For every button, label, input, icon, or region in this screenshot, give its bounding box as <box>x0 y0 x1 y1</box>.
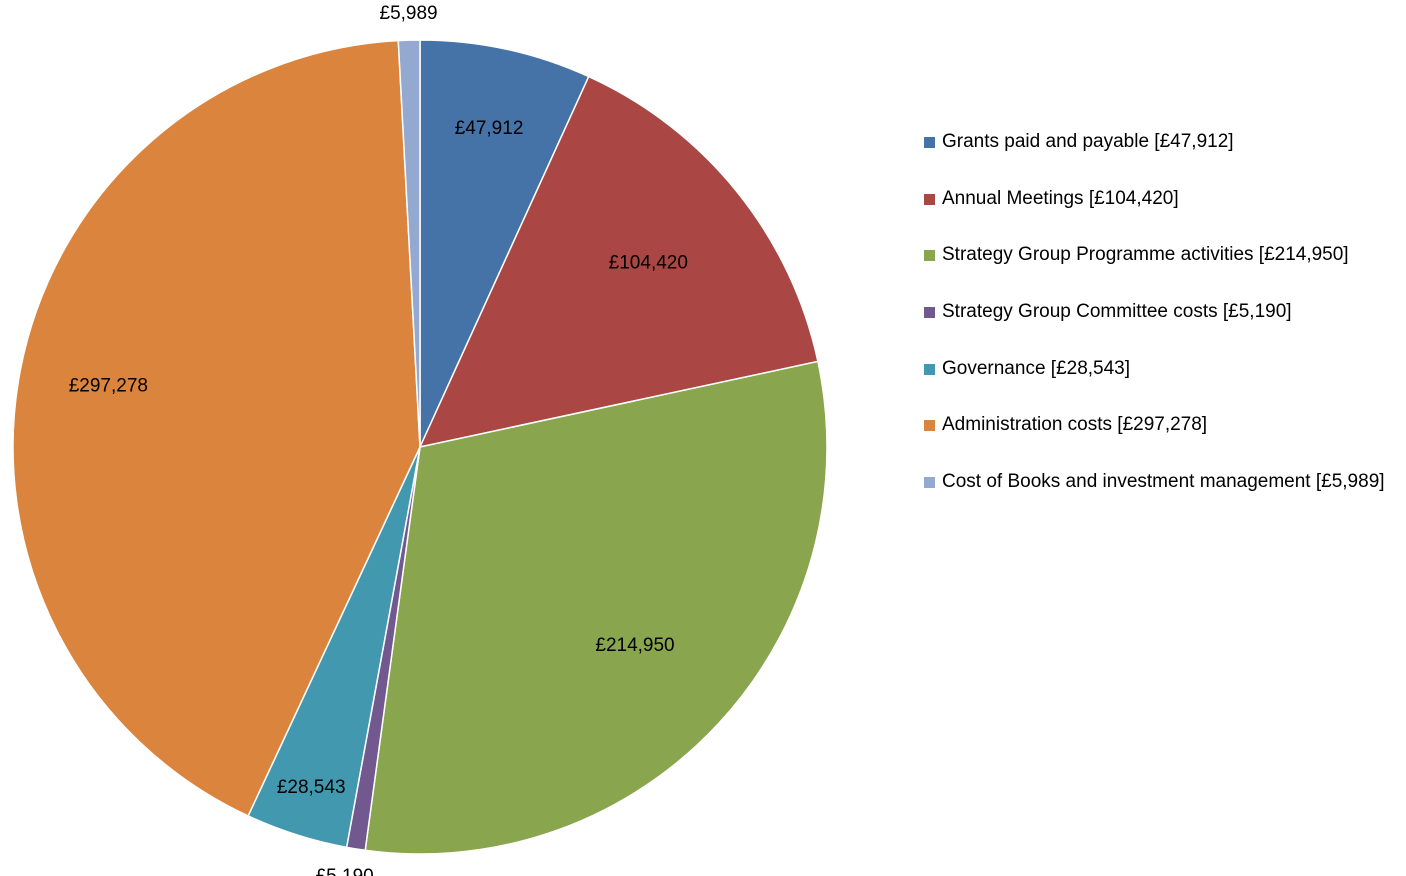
pie-slices <box>12 39 828 855</box>
legend-label: Cost of Books and investment management … <box>942 471 1385 493</box>
legend-swatch <box>924 420 935 432</box>
data-label-3: £214,950 <box>595 635 674 656</box>
legend-item-4: Strategy Group Committee costs [£5,190] <box>924 301 1385 358</box>
legend-item-6: Administration costs [£297,278] <box>924 414 1385 471</box>
data-label-2: £104,420 <box>609 252 688 273</box>
pie-data-labels: £47,912 £104,420 £214,950 £5,190 £28,543 £297… <box>69 3 688 876</box>
legend-label: Strategy Group Programme activities [£21… <box>942 244 1349 266</box>
legend-swatch <box>924 193 935 205</box>
pie-slice-3 <box>364 360 828 855</box>
legend-label: Administration costs [£297,278] <box>942 414 1208 436</box>
legend-item-1: Grants paid and payable [£47,912] <box>924 131 1385 188</box>
data-label-5: £28,543 <box>277 777 346 798</box>
legend-swatch <box>924 477 935 489</box>
legend: Grants paid and payable [£47,912] Annual … <box>924 131 1385 528</box>
legend-label: Grants paid and payable [£47,912] <box>942 131 1234 152</box>
legend-label: Governance [£28,543] <box>942 357 1131 379</box>
pie-slice-2 <box>418 75 819 449</box>
pie-slice-1 <box>419 39 590 448</box>
legend-swatch <box>924 307 935 319</box>
legend-item-2: Annual Meetings [£104,420] <box>924 188 1385 245</box>
legend-swatch <box>924 363 935 375</box>
legend-label: Strategy Group Committee costs [£5,190] <box>942 301 1292 323</box>
legend-swatch <box>924 250 935 262</box>
pie-chart: £47,912 £104,420 £214,950 £5,190 £28,543 £297… <box>12 3 828 876</box>
data-label-6: £297,278 <box>69 376 148 397</box>
data-label-7: £5,989 <box>380 3 438 24</box>
legend-item-3: Strategy Group Programme activities [£21… <box>924 244 1385 301</box>
legend-swatch <box>924 137 935 148</box>
legend-item-5: Governance [£28,543] <box>924 358 1385 415</box>
data-label-1: £47,912 <box>455 118 524 139</box>
legend-label: Annual Meetings [£104,420] <box>942 187 1179 209</box>
legend-item-7: Cost of Books and investment management … <box>924 471 1385 528</box>
pie-slice-6 <box>12 39 421 817</box>
data-label-4: £5,190 <box>316 866 374 876</box>
pie-slice-7 <box>397 39 421 448</box>
